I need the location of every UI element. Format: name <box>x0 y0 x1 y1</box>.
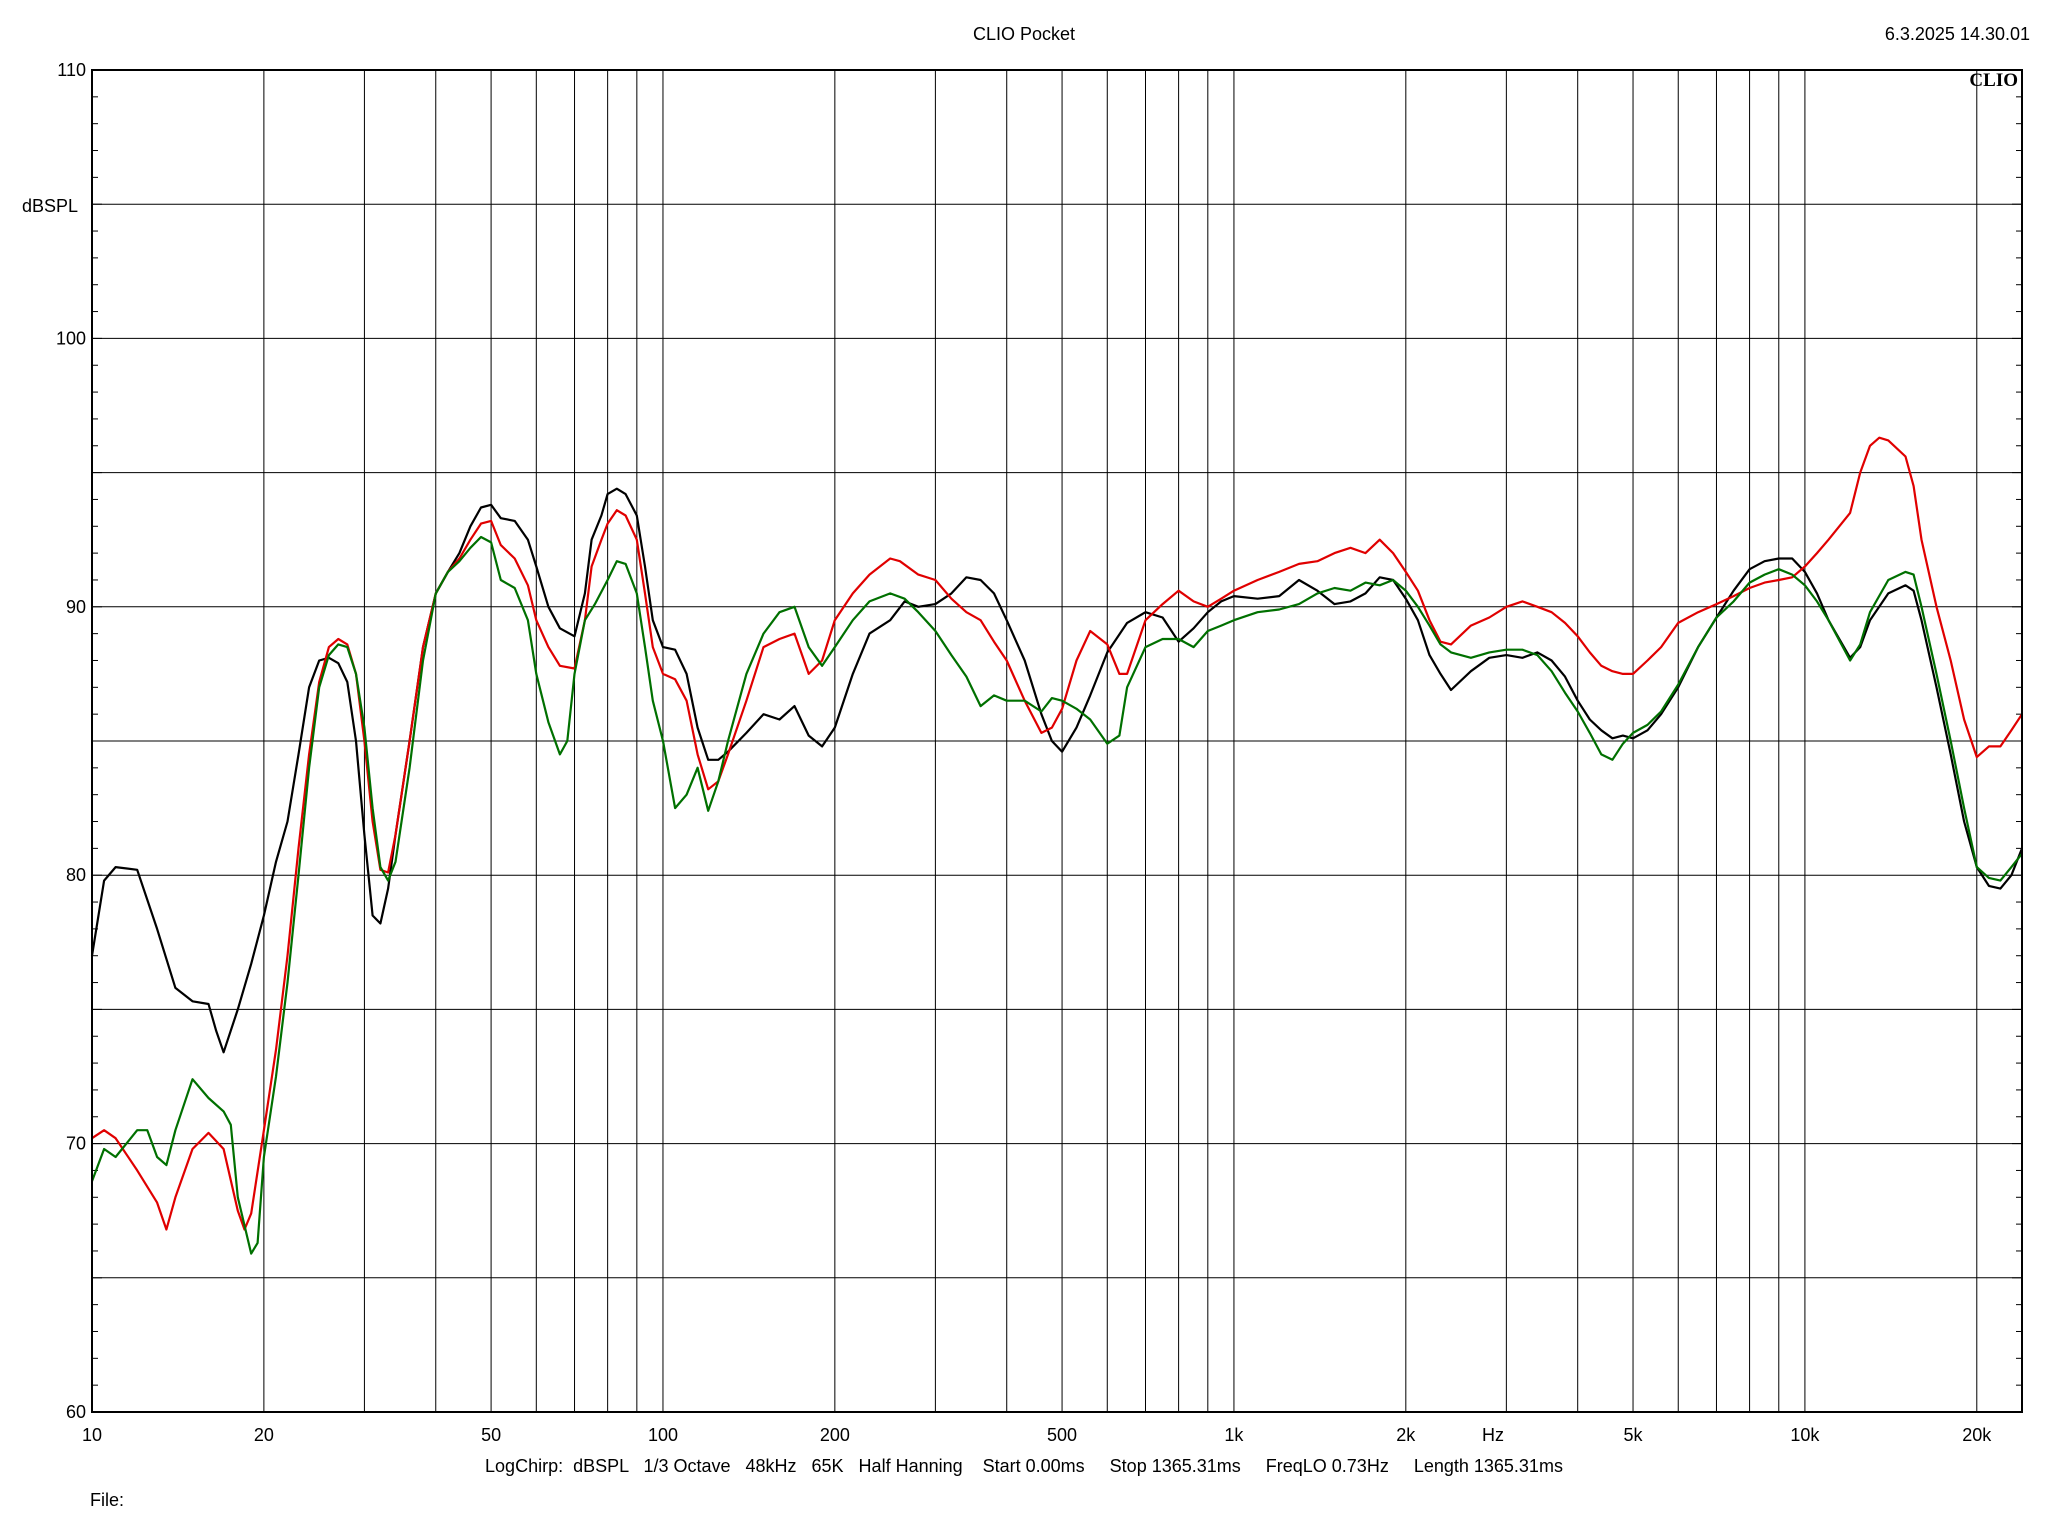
file-label: File: <box>90 1490 125 1510</box>
measurement-settings: LogChirp: dBSPL 1/3 Octave 48kHz 65K Hal… <box>485 1456 1563 1476</box>
clio-watermark: CLIO <box>1969 70 2018 91</box>
timestamp: 6.3.2025 14.30.01 <box>1884 24 2030 44</box>
x-tick-label: 200 <box>820 1425 850 1445</box>
x-tick-label: 50 <box>481 1425 501 1445</box>
x-axis-label: Hz <box>1482 1425 1504 1445</box>
y-tick-label: 70 <box>66 1134 86 1154</box>
x-tick-label: 10k <box>1790 1425 1820 1445</box>
plot-frame <box>91 69 2023 1413</box>
series-line-1 <box>90 487 2024 1054</box>
y-tick-label: 110 <box>57 60 86 80</box>
y-tick-label: 60 <box>66 1402 86 1422</box>
x-tick-label: 20k <box>1962 1425 1992 1445</box>
x-tick-label: 1k <box>1224 1425 1244 1445</box>
y-tick-label: 100 <box>56 328 86 348</box>
x-tick-label: 100 <box>648 1425 678 1445</box>
x-tick-label: 5k <box>1624 1425 1644 1445</box>
y-axis-label: dBSPL <box>22 196 78 216</box>
y-tick-label: 80 <box>66 865 86 885</box>
series-line-3 <box>90 535 2023 1255</box>
y-tick-label: 90 <box>66 597 86 617</box>
grid <box>92 70 2022 1412</box>
x-tick-label: 20 <box>254 1425 274 1445</box>
series-layer <box>90 436 2024 1255</box>
x-tick-label: 2k <box>1396 1425 1416 1445</box>
x-tick-label: 500 <box>1047 1425 1077 1445</box>
x-tick-label: 10 <box>82 1425 102 1445</box>
tick-labels: 110 100 90 80 70 60 10 20 50 100 200 500 1k 2k 5k 10k 20… <box>56 60 1992 1445</box>
series-line-2 <box>91 436 2023 1231</box>
chart-title: CLIO Pocket <box>972 24 1076 44</box>
